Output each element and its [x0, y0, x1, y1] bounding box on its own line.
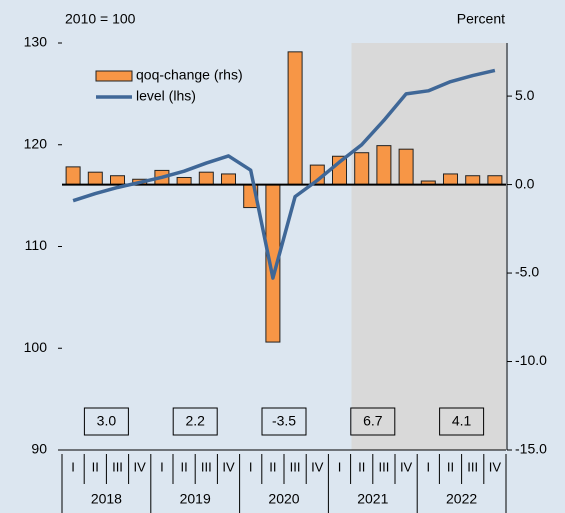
x-tick-label: I [160, 459, 164, 474]
annual-label: 6.7 [363, 413, 383, 429]
bar [487, 175, 503, 186]
x-tick-label: III [467, 459, 478, 474]
x-tick-label: I [71, 459, 75, 474]
legend-label: qoq-change (rhs) [136, 67, 243, 83]
annual-box [350, 407, 396, 436]
annual-box [172, 407, 218, 436]
bar [443, 173, 458, 186]
legend-swatch [95, 70, 133, 82]
x-tick-label: III [290, 459, 301, 474]
y2-tick-label: -15.0 [515, 441, 547, 457]
year-label: 2022 [446, 491, 477, 507]
y2-axis-label: Percent [457, 11, 505, 27]
x-tick-label: II [447, 459, 454, 474]
y2-tick-label: -10.0 [515, 352, 547, 368]
x-tick-label: I [249, 459, 253, 474]
legend-label: level (lhs) [136, 88, 196, 104]
year-label: 2019 [180, 491, 211, 507]
shaded-region [351, 43, 506, 450]
x-tick-label: II [358, 459, 365, 474]
annual-label: -3.5 [272, 413, 296, 429]
annual-label: 4.1 [452, 413, 472, 429]
annual-label: 3.0 [97, 413, 117, 429]
annual-label: 2.2 [185, 413, 205, 429]
chart-title: 2010 = 100 [65, 11, 136, 27]
bar [176, 176, 192, 186]
bar [87, 171, 103, 186]
x-tick-label: IV [400, 459, 413, 474]
x-tick-label: III [112, 459, 123, 474]
bar [198, 171, 214, 186]
x-tick-label: IV [489, 459, 502, 474]
x-tick-label: IV [311, 459, 324, 474]
bar [465, 175, 481, 186]
annual-box [261, 407, 307, 436]
x-tick-label: III [201, 459, 212, 474]
x-tick-label: IV [134, 459, 147, 474]
y-tick-label: 90 [31, 441, 47, 457]
year-label: 2020 [268, 491, 299, 507]
x-tick-label: I [338, 459, 342, 474]
y2-tick-label: 0.0 [515, 175, 535, 191]
bar [398, 148, 414, 186]
bar [110, 175, 125, 186]
y2-tick-label: 5.0 [515, 87, 535, 103]
y-tick-label: 130 [24, 34, 48, 50]
bar [376, 145, 392, 186]
bar [65, 166, 81, 186]
bar [354, 152, 370, 186]
x-tick-label: II [92, 459, 99, 474]
y-tick-label: 120 [24, 135, 48, 151]
y-tick-label: 110 [25, 237, 48, 253]
y-tick-label: 100 [24, 339, 48, 355]
y2-tick-label: -5.0 [515, 264, 539, 280]
annual-box [439, 407, 485, 436]
x-tick-label: II [180, 459, 187, 474]
line [72, 68, 496, 280]
x-tick-label: III [378, 459, 389, 474]
x-tick-label: II [269, 459, 276, 474]
x-tick-label: IV [222, 459, 235, 474]
year-label: 2021 [357, 491, 388, 507]
annual-box [83, 407, 129, 436]
bar [221, 173, 236, 186]
x-tick-label: I [426, 459, 430, 474]
bar [287, 51, 303, 186]
year-label: 2018 [91, 491, 122, 507]
